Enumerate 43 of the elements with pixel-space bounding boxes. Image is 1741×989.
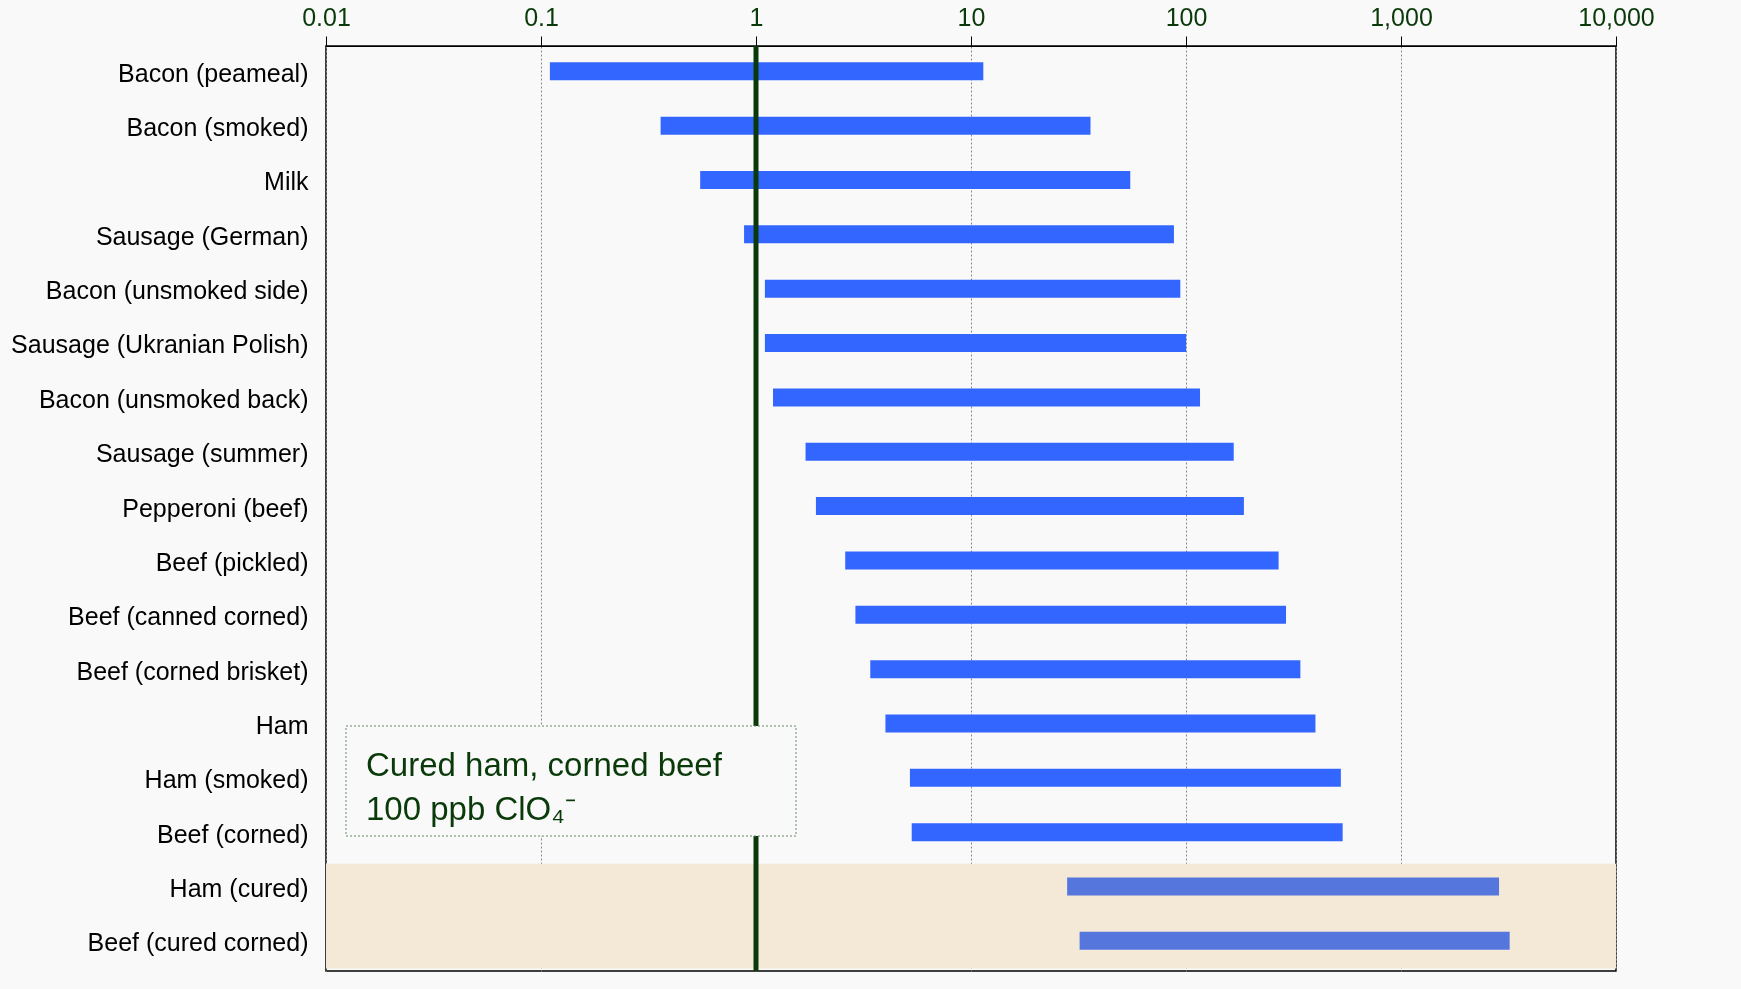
bar	[1079, 931, 1510, 950]
bar	[773, 388, 1201, 407]
annotation: 100 ppb ClO₄⁻	[366, 790, 576, 827]
bar	[549, 62, 984, 81]
y-tick-label: Bacon (unsmoked back)	[38, 384, 309, 413]
bar	[700, 171, 1131, 189]
x-tick-label: 0.1	[524, 2, 559, 31]
bar	[660, 116, 1091, 135]
bar	[870, 660, 1301, 679]
x-tick-label: 1	[749, 2, 764, 31]
bar	[815, 497, 1244, 516]
bar	[909, 768, 1341, 787]
annotation: Cured ham, corned beef	[366, 746, 723, 783]
y-tick-label: Ham	[255, 710, 309, 739]
bar	[845, 551, 1279, 570]
y-tick-label: Milk	[264, 167, 309, 196]
y-tick-label: Beef (cured corned)	[87, 928, 309, 957]
bar	[744, 225, 1174, 244]
x-tick-label: 10	[957, 2, 986, 31]
y-tick-label: Sausage (summer)	[95, 439, 309, 468]
x-tick-label: 1,000	[1370, 2, 1433, 31]
x-tick-label: 10,000	[1578, 2, 1655, 31]
y-tick-label: Beef (pickled)	[155, 547, 309, 576]
y-tick-label: Ham (cured)	[169, 873, 309, 902]
bar	[911, 823, 1343, 842]
y-tick-label: Bacon (smoked)	[126, 113, 309, 142]
x-tick-label: 100	[1165, 2, 1208, 31]
y-tick-label: Sausage (German)	[95, 221, 309, 250]
bar	[855, 605, 1287, 624]
y-tick-label: Bacon (unsmoked side)	[45, 276, 309, 305]
bar	[764, 334, 1187, 353]
bar	[805, 442, 1234, 461]
y-tick-label: Beef (canned corned)	[68, 602, 309, 631]
y-tick-label: Sausage (Ukranian Polish)	[11, 330, 309, 359]
bar	[885, 714, 1316, 733]
y-tick-label: Pepperoni (beef)	[122, 493, 309, 522]
bar	[764, 279, 1181, 298]
y-tick-label: Ham (smoked)	[144, 765, 309, 794]
y-tick-label: Beef (corned brisket)	[76, 656, 309, 685]
y-tick-label: Bacon (peameal)	[118, 58, 309, 87]
bar	[1067, 877, 1500, 896]
y-tick-label: Beef (corned)	[157, 819, 309, 848]
x-tick-label: 0.01	[302, 2, 351, 31]
